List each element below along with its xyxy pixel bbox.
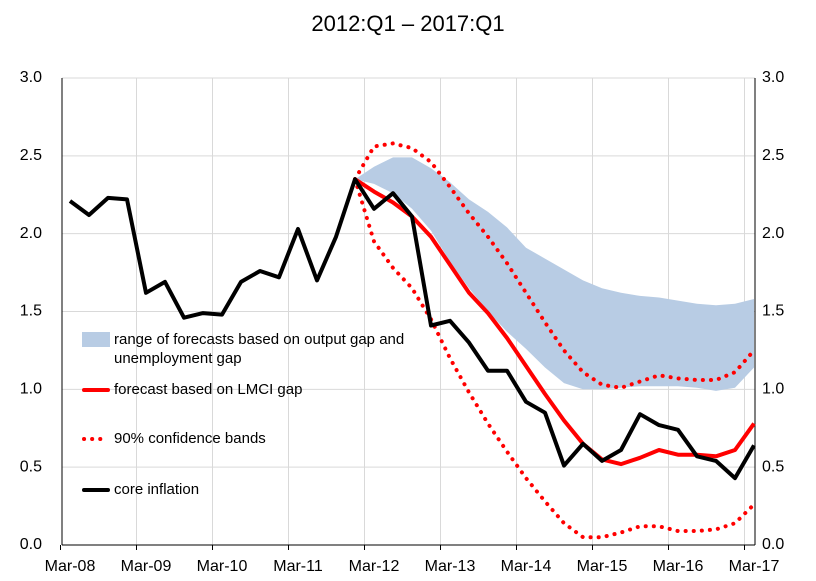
y-tick-label: 1.5 xyxy=(20,303,42,320)
y2-tick-label: 0.5 xyxy=(762,458,784,475)
y2-tick-label: 1.0 xyxy=(762,381,784,398)
legend-label: core inflation xyxy=(114,481,200,498)
legend-swatch xyxy=(82,488,110,492)
y-tick-label: 0.0 xyxy=(20,536,42,553)
y-tick-label: 2.0 xyxy=(20,225,42,242)
confidence-band xyxy=(353,177,756,540)
x-tick-label: Mar-16 xyxy=(653,558,704,575)
x-tick-label: Mar-11 xyxy=(273,558,323,575)
y2-tick-label: 2.5 xyxy=(762,147,784,164)
x-tick-label: Mar-09 xyxy=(121,558,172,575)
legend-label: 90% confidence bands xyxy=(114,430,266,447)
legend-item: forecast based on LMCI gap xyxy=(82,380,442,399)
x-tick-label: Mar-10 xyxy=(197,558,248,575)
legend-swatch xyxy=(82,437,110,441)
legend-label: forecast based on LMCI gap xyxy=(114,381,303,398)
legend-item: 90% confidence bands xyxy=(82,429,442,448)
x-tick-label: Mar-12 xyxy=(349,558,400,575)
chart-title: 2012:Q1 – 2017:Q1 xyxy=(311,11,504,36)
x-tick-label: Mar-17 xyxy=(729,558,780,575)
confidence-band xyxy=(353,141,756,390)
x-tick-label: Mar-15 xyxy=(577,558,628,575)
y-tick-label: 0.5 xyxy=(20,458,42,475)
line xyxy=(353,177,756,467)
y-tick-label: 1.0 xyxy=(20,381,42,398)
y2-tick-label: 2.0 xyxy=(762,225,784,242)
y-tick-label: 3.0 xyxy=(20,69,42,86)
y2-tick-label: 0.0 xyxy=(762,536,784,553)
legend-item: range of forecasts based on output gap a… xyxy=(82,330,442,368)
line xyxy=(68,177,756,481)
forecast-range xyxy=(355,157,754,391)
swatch xyxy=(82,332,110,347)
y2-tick-label: 3.0 xyxy=(762,69,784,86)
y2-tick-label: 1.5 xyxy=(762,303,784,320)
x-tick-label: Mar-13 xyxy=(425,558,476,575)
y-tick-label: 2.5 xyxy=(20,147,42,164)
x-tick-label: Mar-14 xyxy=(501,558,552,575)
legend-swatch xyxy=(82,388,110,392)
legend-label: range of forecasts based on output gap a… xyxy=(114,331,405,367)
x-tick-label: Mar-08 xyxy=(45,558,96,575)
legend-item: core inflation xyxy=(82,480,442,499)
legend-swatch xyxy=(82,332,110,347)
